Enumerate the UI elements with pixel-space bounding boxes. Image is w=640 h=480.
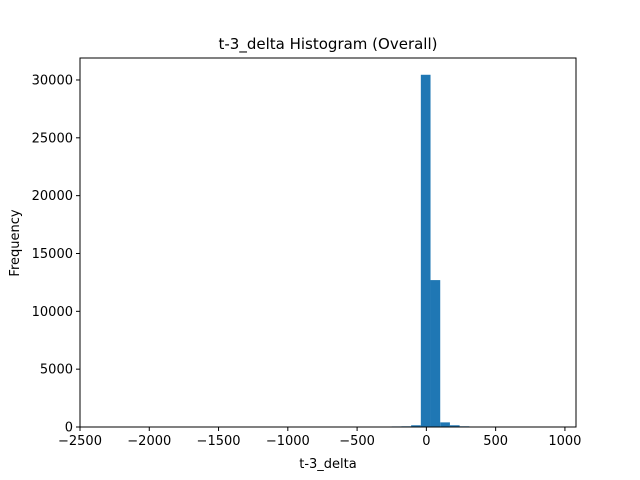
x-tick-label-1: −2000 — [127, 434, 171, 449]
y-tick-label-3: 15000 — [32, 247, 73, 262]
chart-title: t-3_delta Histogram (Overall) — [219, 35, 438, 54]
y-tick-label-0: 0 — [65, 421, 73, 436]
histogram-bar-3 — [411, 425, 421, 427]
y-tick-label-4: 20000 — [32, 189, 73, 204]
plot-area-frame — [79, 57, 577, 428]
x-tick-label-6: 500 — [483, 434, 508, 449]
histogram-bar-6 — [440, 422, 450, 427]
histogram-bar-7 — [449, 425, 460, 427]
x-tick-label-5: 0 — [422, 434, 430, 449]
y-tick-label-2: 10000 — [32, 305, 73, 320]
y-axis-ticks: 0 5000 10000 15000 20000 25000 30000 — [32, 73, 80, 436]
x-tick-label-0: −2500 — [58, 434, 102, 449]
y-tick-label-6: 30000 — [32, 73, 73, 88]
x-axis-label: t-3_delta — [299, 457, 356, 472]
y-tick-label-1: 5000 — [40, 363, 73, 378]
x-tick-label-2: −1500 — [197, 434, 241, 449]
x-tick-label-7: 1000 — [548, 434, 581, 449]
y-tick-label-5: 25000 — [32, 131, 73, 146]
x-tick-label-3: −1000 — [266, 434, 310, 449]
histogram-bar-5 — [430, 280, 441, 427]
histogram-bar-4 — [420, 74, 431, 427]
x-axis-ticks: −2500 −2000 −1500 −1000 −500 0 500 1000 — [58, 427, 581, 449]
x-tick-label-4: −500 — [339, 434, 375, 449]
y-axis-label: Frequency — [8, 209, 23, 276]
